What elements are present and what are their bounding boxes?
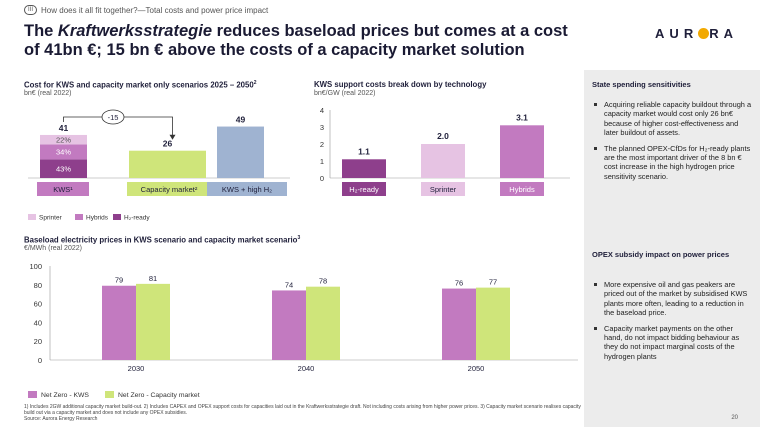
kws-bar-h2ready — [40, 159, 87, 178]
chart3-value-label: 78 — [319, 277, 327, 286]
difference-label: -15 — [108, 113, 119, 122]
chart2-value-label: 2.0 — [437, 131, 449, 141]
chart3-ytick: 40 — [34, 318, 42, 327]
chart3-value-label: 76 — [455, 279, 463, 288]
legend-swatch-netzero-cap — [105, 391, 114, 398]
chart1-category-box — [127, 182, 211, 196]
chart3-bar — [306, 286, 340, 360]
kicker: III How does it all fit together?—Total … — [24, 5, 268, 15]
legend-h2ready: H₂-ready — [124, 215, 150, 222]
capacity-market-bar — [129, 150, 206, 178]
sidebar-panel: State spending sensitivities Acquiring r… — [584, 70, 760, 427]
chart2-bar — [342, 159, 386, 178]
kws-high-h2-bar — [217, 126, 264, 178]
chart2-category-box — [500, 182, 544, 196]
capacity-market-total-label: 26 — [163, 139, 173, 149]
chart2-ytick: 3 — [320, 123, 324, 132]
kicker-text: How does it all fit together?—Total cost… — [41, 5, 269, 15]
chart3-ytick: 0 — [38, 356, 42, 365]
chart3-value-label: 74 — [285, 280, 293, 289]
legend-hybrids: Hybrids — [86, 215, 109, 222]
page-title: The Kraftwerksstrategie reduces baseload… — [24, 22, 568, 59]
legend-sprinter: Sprinter — [39, 215, 63, 222]
legend-netzero-kws: Net Zero - KWS — [41, 392, 89, 399]
chart2-ytick: 1 — [320, 157, 324, 166]
chart3-category-label: 2050 — [468, 364, 485, 373]
chart2-value-label: 1.1 — [358, 146, 370, 156]
difference-arrowhead — [169, 134, 176, 140]
sidebar-bullet: Acquiring reliable capacity buildout thr… — [592, 100, 752, 138]
chart3-ytick: 60 — [34, 300, 42, 309]
chart3-ytick: 100 — [29, 262, 42, 271]
chart3-category-label: 2030 — [128, 364, 145, 373]
sun-dot-icon — [698, 28, 710, 39]
chart2-category-box — [421, 182, 465, 196]
kws-hybrids-share: 34% — [56, 148, 71, 157]
chart3-bar — [136, 283, 170, 360]
section-badge: III — [24, 5, 38, 15]
chart1-category-label: KWS¹ — [53, 185, 73, 194]
chart1-category-box — [37, 182, 89, 196]
chart1-category-label: Capacity market² — [141, 185, 198, 194]
page-number: 20 — [731, 415, 738, 421]
chart2-bars: 1.1 H₂-ready 2.0 Sprinter 3.1 Hybrids — [342, 112, 544, 196]
chart3-bar — [272, 290, 306, 360]
chart3-ytick: 80 — [34, 281, 42, 290]
chart3-ytick: 20 — [34, 337, 42, 346]
legend-swatch-h2ready — [113, 214, 121, 220]
chart3-subtitle: €/MWh (real 2022) — [24, 245, 82, 252]
chart2-ytick: 0 — [320, 174, 324, 183]
chart2-bar — [421, 144, 465, 178]
sidebar-heading-1: State spending sensitivities — [592, 80, 691, 89]
chart1-title: Cost for KWS and capacity market only sc… — [24, 80, 257, 90]
sidebar-list-1: Acquiring reliable capacity buildout thr… — [592, 100, 752, 187]
sidebar-heading-2: OPEX subsidy impact on power prices — [592, 250, 730, 259]
footnote: 1) Includes 2GW additional capacity mark… — [24, 404, 584, 422]
chart2-category-label: H₂-ready — [349, 185, 379, 194]
chart1-category-box — [207, 182, 287, 196]
chart2-value-label: 3.1 — [516, 112, 528, 122]
chart3-category-label: 2040 — [298, 364, 315, 373]
kws-sprinter-share: 22% — [56, 135, 71, 144]
chart3-bar — [476, 287, 510, 360]
legend-swatch-sprinter — [28, 214, 36, 220]
kws-h2ready-share: 43% — [56, 164, 71, 173]
sidebar-bullet: Capacity market payments on the other ha… — [592, 324, 752, 362]
chart2-category-label: Hybrids — [509, 185, 535, 194]
chart3-value-label: 77 — [489, 278, 497, 287]
chart1-subtitle: bn€ (real 2022) — [24, 90, 72, 97]
chart2-title: KWS support costs break down by technolo… — [314, 80, 487, 89]
chart3-bar — [442, 288, 476, 360]
chart3-value-label: 79 — [115, 276, 123, 285]
chart3-value-label: 81 — [149, 274, 157, 283]
chart1-category-label: KWS + high H₂ — [222, 185, 272, 194]
chart2-subtitle: bn€/GW (real 2022) — [314, 90, 376, 97]
chart3-bars: 79 81 2030 74 78 2040 76 77 2050 — [102, 274, 510, 373]
chart1-category-labels: KWS¹ Capacity market² KWS + high H₂ — [37, 182, 287, 196]
kws-bar-hybrids — [40, 144, 87, 160]
aurora-logo: AUR RA — [655, 26, 738, 41]
chart3-bar — [102, 285, 136, 360]
sidebar-bullet: More expensive oil and gas peakers are p… — [592, 280, 752, 318]
chart2-ytick: 2 — [320, 140, 324, 149]
kws-total-label: 41 — [59, 123, 69, 133]
legend-swatch-netzero-kws — [28, 391, 37, 398]
legend-swatch-hybrids — [75, 214, 83, 220]
chart2-bar — [500, 125, 544, 178]
kws-high-h2-total-label: 49 — [236, 115, 246, 125]
chart3-title: Baseload electricity prices in KWS scena… — [24, 235, 301, 245]
chart2-category-box — [342, 182, 386, 196]
chart1-svg: 43% 34% 22% 41 26 49 -15 KWS¹ Capacity ma… — [28, 106, 578, 399]
sidebar-bullet: The planned OPEX-CfDs for H₂-ready plant… — [592, 144, 752, 182]
difference-badge — [101, 109, 125, 125]
chart2-ytick: 4 — [320, 106, 324, 115]
kws-bar-sprinter — [40, 134, 87, 145]
legend-netzero-cap: Net Zero - Capacity market — [118, 392, 200, 399]
source-line: Source: Aurora Energy Research — [24, 416, 98, 422]
chart2-category-label: Sprinter — [430, 185, 457, 194]
sidebar-list-2: More expensive oil and gas peakers are p… — [592, 280, 752, 367]
